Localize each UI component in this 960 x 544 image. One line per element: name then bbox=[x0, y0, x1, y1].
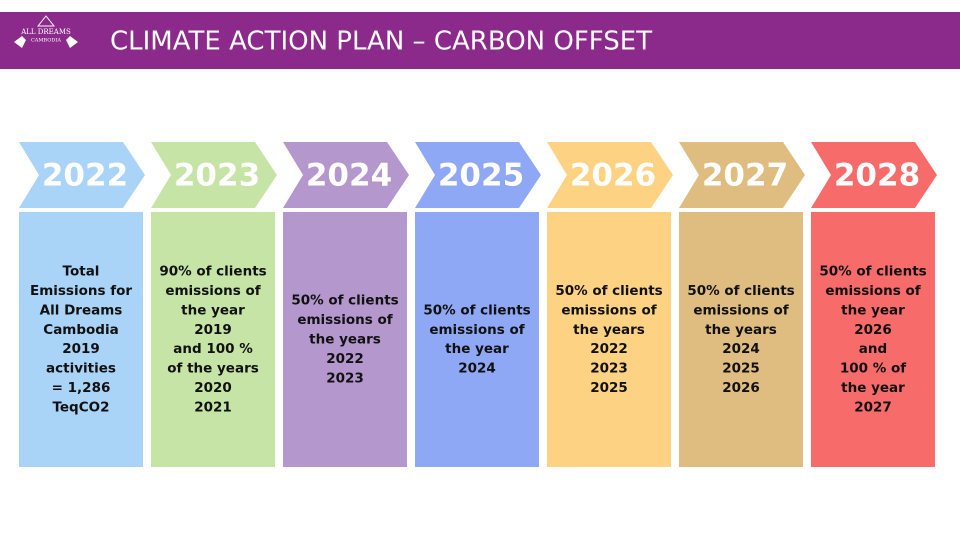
logo-roof bbox=[36, 15, 56, 27]
year-label: 2026 bbox=[570, 158, 656, 194]
column-text: the year bbox=[841, 302, 905, 318]
chevron bbox=[679, 142, 805, 208]
column-text: 2022 bbox=[590, 341, 628, 357]
column-text: emissions of bbox=[693, 302, 788, 318]
logo-figures bbox=[14, 36, 78, 48]
column-text: 2027 bbox=[854, 399, 892, 415]
year-label: 2028 bbox=[834, 158, 920, 194]
column-text: 2022 bbox=[326, 351, 364, 367]
column-text: emissions of bbox=[429, 322, 524, 338]
column-box bbox=[283, 212, 407, 467]
header-bar bbox=[0, 12, 960, 69]
column-text: activities bbox=[46, 361, 116, 377]
column-text: the years bbox=[309, 332, 381, 348]
column-text: = 1,286 bbox=[52, 380, 111, 396]
logo-text: CAMBODIA bbox=[31, 38, 61, 44]
column-text: of the years bbox=[167, 361, 259, 377]
logo: ALL DREAMS CAMBODIA bbox=[14, 15, 78, 48]
chevron bbox=[415, 142, 541, 208]
column-box bbox=[547, 212, 671, 467]
column-text: 2026 bbox=[722, 380, 760, 396]
year-label: 2023 bbox=[174, 158, 260, 194]
chevron bbox=[19, 142, 145, 208]
column-text: the year bbox=[181, 302, 245, 318]
column-text: 50% of clients bbox=[555, 283, 662, 299]
column-box bbox=[811, 212, 935, 467]
column-text: 50% of clients bbox=[291, 293, 398, 309]
column-text: 50% of clients bbox=[687, 283, 794, 299]
column-text: 2024 bbox=[458, 361, 496, 377]
column-text: 50% of clients bbox=[819, 264, 926, 280]
column-text: TeqCO2 bbox=[52, 399, 109, 415]
chevron bbox=[547, 142, 673, 208]
column-text: 2025 bbox=[722, 361, 760, 377]
column-box bbox=[415, 212, 539, 467]
chevron bbox=[151, 142, 277, 208]
column-text: 2019 bbox=[194, 322, 232, 338]
column-text: All Dreams bbox=[40, 302, 123, 318]
year-label: 2022 bbox=[42, 158, 128, 194]
column-text: 2024 bbox=[722, 341, 760, 357]
title: CLIMATE ACTION PLAN – CARBON OFFSET bbox=[110, 27, 652, 57]
column-text: 90% of clients bbox=[159, 264, 266, 280]
column-text: 100 % of bbox=[840, 361, 906, 377]
column-text: 2025 bbox=[590, 380, 628, 396]
column-text: 50% of clients bbox=[423, 302, 530, 318]
year-label: 2024 bbox=[306, 158, 392, 194]
column-box bbox=[151, 212, 275, 467]
year-label: 2027 bbox=[702, 158, 788, 194]
column-text: the years bbox=[573, 322, 645, 338]
column-text: Total bbox=[63, 264, 100, 280]
column-text: and 100 % bbox=[173, 341, 253, 357]
column-text: 2021 bbox=[194, 399, 232, 415]
column-text: emissions of bbox=[825, 283, 920, 299]
column-text: emissions of bbox=[561, 302, 656, 318]
column-text: 2023 bbox=[326, 370, 364, 386]
logo-text: ALL DREAMS bbox=[20, 28, 71, 36]
column-text: the year bbox=[445, 341, 509, 357]
column-text: 2026 bbox=[854, 322, 892, 338]
column-text: 2020 bbox=[194, 380, 232, 396]
column-text: 2023 bbox=[590, 361, 628, 377]
column-box bbox=[679, 212, 803, 467]
column-box bbox=[19, 212, 143, 467]
column-text: 2019 bbox=[62, 341, 100, 357]
column-text: Emissions for bbox=[30, 283, 132, 299]
year-label: 2025 bbox=[438, 158, 524, 194]
column-text: the year bbox=[841, 380, 905, 396]
chevron bbox=[811, 142, 937, 208]
column-text: the years bbox=[705, 322, 777, 338]
column-text: and bbox=[859, 341, 887, 357]
column-text: Cambodia bbox=[43, 322, 118, 338]
chevron bbox=[283, 142, 409, 208]
column-text: emissions of bbox=[165, 283, 260, 299]
column-text: emissions of bbox=[297, 312, 392, 328]
